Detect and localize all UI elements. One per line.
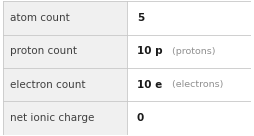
Text: 5: 5 bbox=[137, 13, 144, 23]
Text: (electrons): (electrons) bbox=[169, 80, 223, 89]
Text: atom count: atom count bbox=[10, 13, 70, 23]
Text: 10 e: 10 e bbox=[137, 80, 162, 90]
Bar bbox=[127, 68, 251, 101]
Text: (protons): (protons) bbox=[169, 47, 216, 56]
Text: net ionic charge: net ionic charge bbox=[10, 113, 94, 123]
Bar bbox=[127, 101, 251, 135]
Text: proton count: proton count bbox=[10, 46, 77, 56]
Text: 10 p: 10 p bbox=[137, 46, 163, 56]
Bar bbox=[3, 35, 127, 68]
Text: electron count: electron count bbox=[10, 80, 86, 90]
Bar bbox=[3, 101, 127, 135]
Text: 0: 0 bbox=[137, 113, 144, 123]
Bar bbox=[3, 1, 127, 35]
Bar bbox=[127, 35, 251, 68]
Bar bbox=[3, 68, 127, 101]
Bar bbox=[127, 1, 251, 35]
